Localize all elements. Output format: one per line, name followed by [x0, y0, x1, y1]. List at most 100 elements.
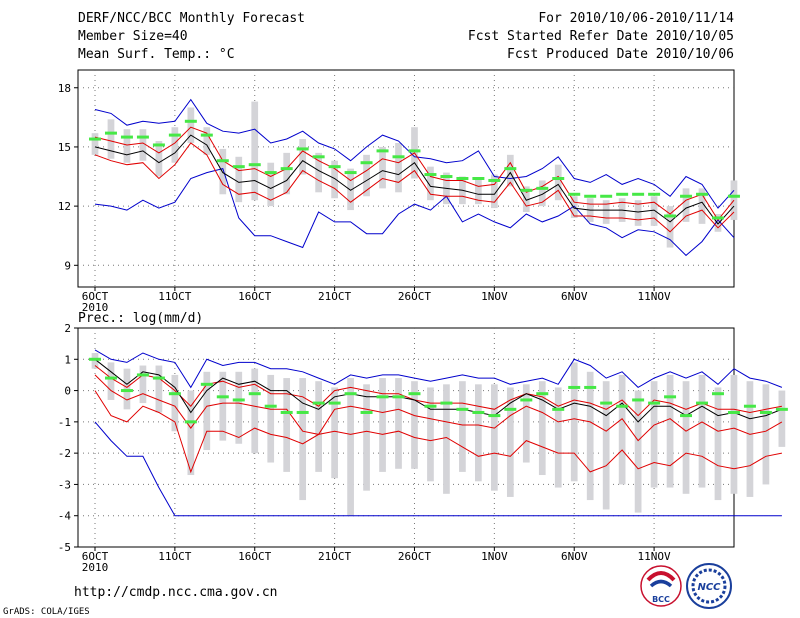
- bcc-logo: BCC: [640, 565, 682, 607]
- prec-mean-marker: [232, 398, 245, 402]
- prec-mean-marker: [104, 376, 117, 380]
- temp-mean-marker: [456, 177, 469, 180]
- source-url: http://cmdp.ncc.cma.gov.cn: [74, 585, 278, 600]
- temp-mean-marker: [552, 177, 565, 180]
- temp-xtick-label: 1NOV: [481, 290, 508, 303]
- forecast-produced-date-label: Fcst Produced Date 2010/10/06: [507, 47, 734, 62]
- prec-mean-marker: [312, 401, 325, 405]
- prec-spread-box: [363, 384, 370, 491]
- prec-lower-ci-alt-line: [94, 390, 782, 474]
- temp-mean-marker: [232, 165, 245, 169]
- temp-mean-marker: [408, 149, 421, 153]
- temp-xtick-label: 11NOV: [638, 290, 671, 303]
- prec-spread-box: [155, 365, 163, 413]
- prec-mean-marker: [616, 404, 629, 408]
- temp-spread-box: [490, 174, 498, 209]
- prec-spread-box: [219, 371, 227, 441]
- prec-spread-box: [123, 368, 131, 410]
- temp-spread-box: [698, 188, 706, 224]
- temp-spread-box: [395, 142, 402, 193]
- prec-mean-marker: [328, 401, 341, 405]
- prec-mean-marker: [440, 401, 453, 405]
- prec-mean-marker: [488, 414, 501, 418]
- temp-spread-box: [554, 164, 562, 201]
- temp-spread-box: [299, 139, 307, 175]
- temp-spread-box: [650, 196, 658, 226]
- prec-spread-box: [602, 381, 610, 510]
- prec-spread-box: [331, 387, 338, 479]
- temp-ytick-label: 18: [58, 82, 71, 95]
- prec-spread-box: [554, 387, 562, 488]
- prec-spread-box: [427, 387, 434, 482]
- temp-mean-marker: [711, 216, 724, 220]
- temp-spread-box: [475, 178, 482, 205]
- temp-mean-marker: [504, 167, 517, 171]
- precipitation-panel-title: Prec.: log(mm/d): [78, 311, 203, 326]
- temp-ytick-label: 12: [58, 200, 71, 213]
- prec-xtick-label: 6OCT: [82, 550, 109, 563]
- prec-mean-marker: [759, 410, 772, 414]
- temp-mean-marker: [360, 161, 373, 165]
- temp-spread-box: [267, 162, 275, 207]
- prec-mean-marker: [168, 392, 181, 396]
- prec-xtick-label: 11OCT: [158, 550, 191, 563]
- prec-spread-box: [650, 381, 658, 488]
- prec-spread-box: [235, 371, 243, 444]
- prec-xtick-label: 1NOV: [481, 550, 508, 563]
- prec-mean-marker: [136, 373, 149, 377]
- prec-mean-marker: [376, 395, 389, 399]
- prec-mean-marker: [584, 385, 597, 389]
- prec-spread-box: [778, 390, 786, 447]
- temp-spread-box: [682, 188, 690, 222]
- prec-mean-marker: [568, 385, 581, 389]
- prec-spread-box: [91, 353, 99, 369]
- prec-spread-box: [634, 390, 642, 513]
- temp-spread-box: [714, 214, 722, 232]
- temp-mean-marker: [328, 165, 341, 169]
- prec-ytick-label: 1: [64, 353, 71, 366]
- temp-spread-box: [538, 180, 546, 207]
- prec-mean-marker: [89, 357, 101, 361]
- ncc-logo: NCC: [686, 563, 732, 609]
- prec-mean-marker: [296, 410, 309, 414]
- temp-spread-box: [570, 196, 578, 218]
- prec-series-group: [89, 349, 788, 517]
- prec-mean-marker: [456, 407, 469, 411]
- prec-spread-box: [267, 374, 275, 463]
- prec-mean-marker: [184, 420, 197, 424]
- ncc-logo-text: NCC: [697, 582, 721, 593]
- temp-mean-marker: [312, 155, 325, 159]
- temp-spread-box: [331, 160, 338, 199]
- temp-spread-box: [427, 166, 434, 201]
- prec-mean-marker: [408, 392, 421, 396]
- prec-mean-marker: [280, 410, 293, 414]
- prec-spread-box: [443, 384, 450, 494]
- prec-mean-marker: [664, 395, 677, 399]
- prec-mean-marker: [632, 398, 645, 402]
- temp-xtick-label: 6OCT: [82, 290, 109, 303]
- forecast-start-date-label: Fcst Started Refer Date 2010/10/05: [467, 29, 734, 44]
- temp-spread-box: [123, 129, 131, 163]
- prec-spread-box: [698, 374, 706, 488]
- temp-mean-marker: [584, 194, 597, 198]
- prec-mean-marker: [200, 382, 213, 386]
- prec-xtick-label: 6NOV: [561, 550, 588, 563]
- prec-mean-marker: [152, 376, 165, 380]
- prec-mean-marker: [680, 414, 693, 418]
- prec-ytick-label: -4: [58, 510, 72, 523]
- prec-mean-marker: [648, 401, 661, 405]
- temp-median-line: [94, 134, 735, 225]
- temp-spread-box: [666, 206, 674, 248]
- temp-mean-marker: [392, 155, 405, 159]
- temperature-panel: 9 12 15 18 6OCT 11OCT 16OCT 21OCT 26OCT 1NOV 6NOV 1…: [58, 69, 740, 314]
- variable-label: Mean Surf. Temp.: °C: [78, 47, 235, 62]
- prec-spread-box: [395, 378, 402, 469]
- temp-mean-marker: [104, 131, 117, 135]
- temp-mean-marker: [152, 143, 165, 147]
- temp-spread-box: [602, 200, 610, 224]
- prec-spread-box: [251, 368, 259, 454]
- prec-spread-box: [411, 381, 418, 469]
- temp-mean-marker: [536, 186, 549, 190]
- prec-spread-box: [299, 378, 307, 501]
